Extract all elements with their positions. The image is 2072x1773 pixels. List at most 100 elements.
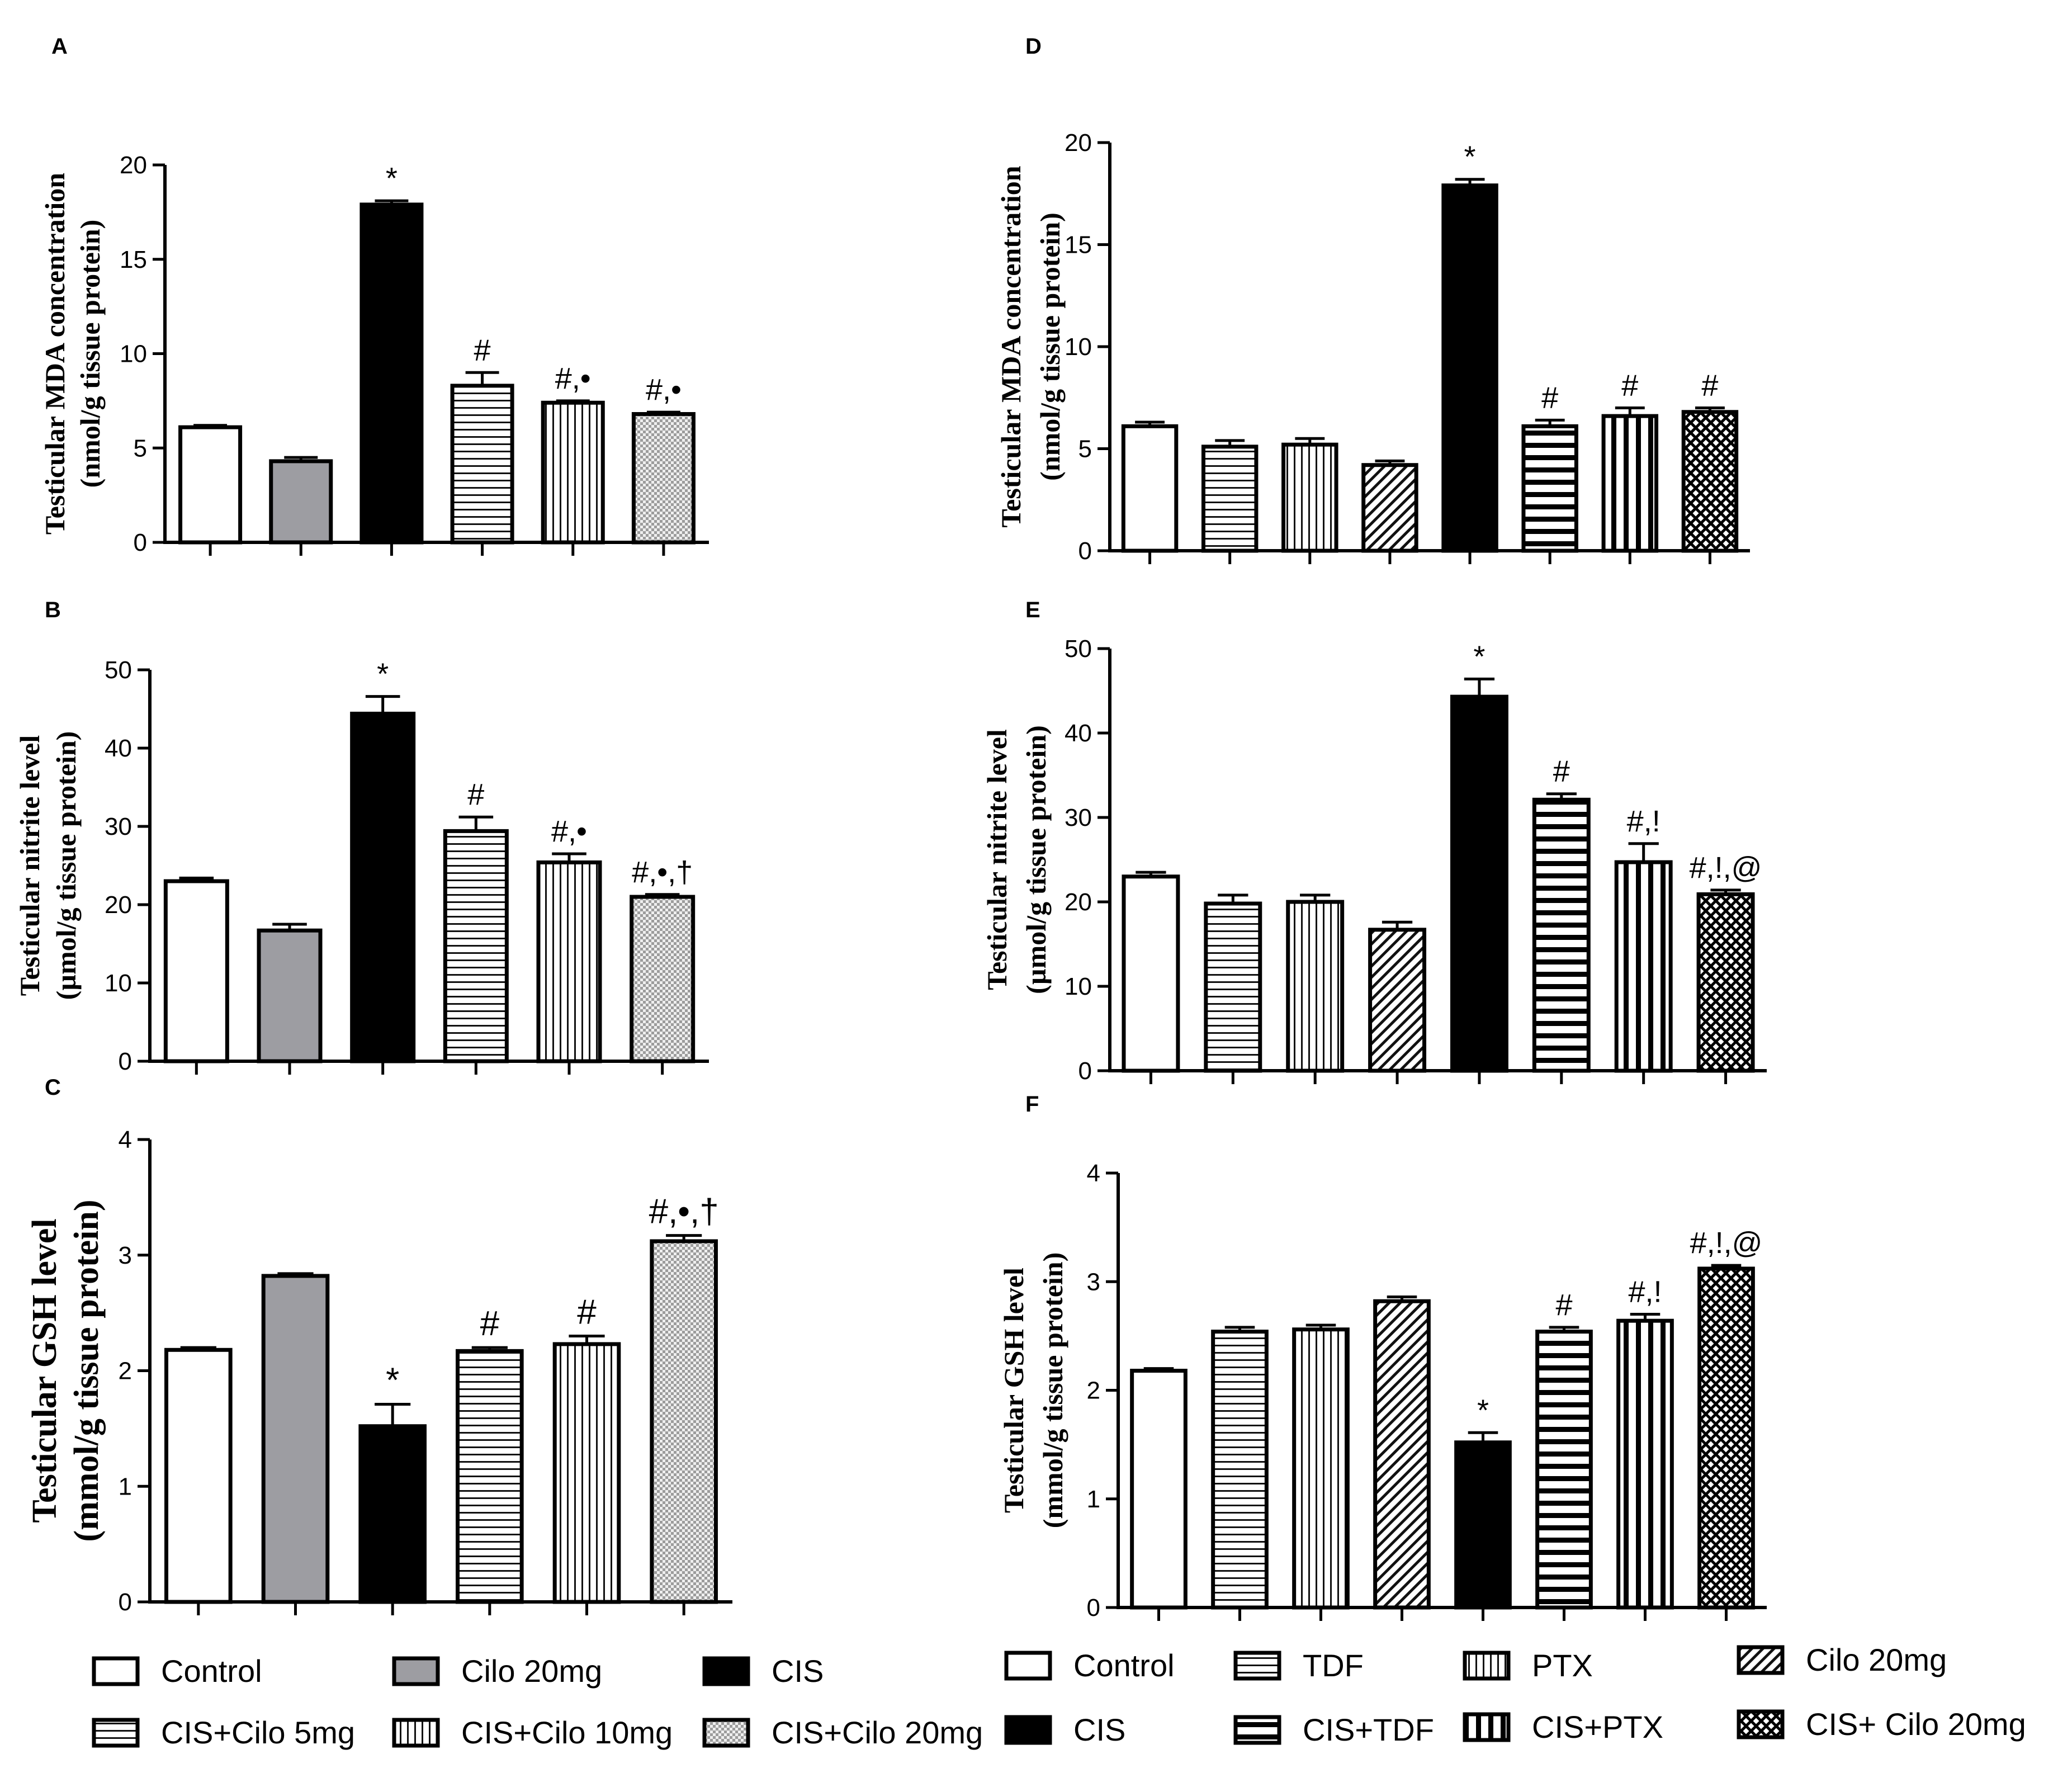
legend-label: Cilo 20mg: [461, 1653, 602, 1689]
bar-ptx: [1286, 900, 1345, 1073]
legend-item: CIS: [702, 1653, 824, 1689]
legend-item: CIS+Cilo 20mg: [702, 1715, 983, 1750]
legend-left: Control Cilo 20mg CIS CIS+Cilo 5mg CIS+Cilo …: [92, 1653, 983, 1750]
y-axis-label-line: (µmol/g tissue protein): [50, 731, 82, 1000]
legend-label: CIS: [1073, 1712, 1125, 1747]
y-tick-label: 0: [119, 1048, 132, 1075]
y-tick-label: 40: [1065, 720, 1092, 747]
bar-cis-ptx: [1616, 1318, 1674, 1610]
y-tick-label: 20: [105, 891, 132, 919]
legend-item: CIS+Cilo 10mg: [392, 1715, 673, 1750]
legend-swatch: [1004, 1651, 1052, 1681]
bar-cis: [1454, 1440, 1512, 1610]
bar-tdf: [1201, 445, 1259, 553]
bar-cilo-20mg: [1361, 463, 1418, 553]
bar-cis-cilo-20mg: [1696, 892, 1755, 1073]
legend-item: Control: [1004, 1648, 1175, 1683]
legend-swatch: [702, 1656, 750, 1686]
significance-annotation: #,!,@: [1690, 1226, 1763, 1260]
legend-label: CIS+Cilo 5mg: [161, 1715, 355, 1750]
bar-cilo-20mg: [257, 928, 323, 1063]
legend-swatch: [1004, 1715, 1052, 1745]
bar-control: [164, 1348, 233, 1604]
bar-ptx: [1281, 442, 1338, 553]
legend-swatch: [392, 1656, 440, 1686]
y-axis-label-line: Testicular MDA concentration: [995, 166, 1026, 527]
panel-e: 0 10 20 30 40 50 Testicular nitrite level (µmol…: [981, 635, 1767, 1085]
significance-annotation: #,!: [1628, 1275, 1662, 1309]
bar-cis-cilo-20mg: [630, 895, 696, 1063]
bar-control: [1121, 424, 1179, 553]
y-axis-label-line: (nmol/g tissue protein): [1034, 212, 1066, 481]
bar-cis: [350, 711, 416, 1063]
y-tick-label: 15: [1065, 231, 1092, 259]
y-tick-label: 0: [1087, 1594, 1100, 1621]
panel-letter-a: A: [51, 34, 68, 59]
y-tick-label: 5: [134, 434, 147, 462]
legend-label: PTX: [1532, 1648, 1593, 1683]
significance-annotation: *: [386, 162, 398, 195]
significance-annotation: *: [1464, 140, 1476, 174]
significance-annotation: #,!: [1627, 805, 1661, 838]
y-tick-label: 4: [1087, 1160, 1100, 1187]
bar-cis-cilo-20mg: [1681, 410, 1739, 553]
significance-annotation: #,•: [551, 815, 587, 848]
y-axis-label-line: (mmol/g tissue protein): [68, 1200, 106, 1542]
significance-annotation: #: [1541, 381, 1558, 414]
bar-cilo-20mg: [261, 1274, 330, 1604]
bar-control: [1122, 874, 1180, 1073]
legend-swatch: [1463, 1712, 1511, 1742]
legend-item: Cilo 20mg: [392, 1653, 602, 1689]
legend-item: CIS+ Cilo 20mg: [1737, 1706, 2026, 1742]
legend-swatch: [702, 1718, 750, 1748]
y-tick-label: 30: [1065, 804, 1092, 831]
significance-annotation: #: [480, 1304, 500, 1343]
significance-annotation: #: [1555, 1288, 1572, 1322]
legend-item: CIS: [1004, 1712, 1125, 1747]
panel-letter-d: D: [1025, 34, 1042, 59]
y-tick-label: 2: [119, 1358, 132, 1385]
bar-control: [163, 879, 229, 1063]
panel-d: 0 5 10 15 20 Testicular MDA concentration (nmo…: [995, 129, 1750, 565]
legend-label: CIS: [772, 1653, 824, 1689]
legend-label: CIS+ Cilo 20mg: [1806, 1706, 2026, 1742]
bar-tdf: [1204, 901, 1262, 1073]
bar-cis-cilo-20mg: [650, 1239, 718, 1604]
legend-swatch: [1737, 1709, 1785, 1739]
legend-item: PTX: [1463, 1648, 1593, 1683]
legend-item: CIS+TDF: [1233, 1712, 1434, 1747]
legend-swatch: [92, 1656, 140, 1686]
y-axis-label-line: (mmol/g tissue protein): [1037, 1252, 1068, 1528]
legend-label: TDF: [1303, 1648, 1364, 1683]
y-axis-label-line: Testicular nitrite level: [981, 729, 1013, 990]
panel-a: 0 5 10 15 20 Testicular MDA concentration (nmo…: [39, 152, 709, 556]
y-tick-label: 10: [1065, 973, 1092, 1000]
legend-swatch: [1233, 1715, 1281, 1745]
bar-cis-cilo-10mg: [552, 1342, 621, 1604]
significance-annotation: #,•: [555, 362, 591, 395]
bar-cis-tdf: [1532, 797, 1591, 1073]
legend-swatch: [1737, 1645, 1785, 1675]
significance-annotation: #: [467, 778, 484, 811]
legend-swatch: [92, 1718, 140, 1748]
bar-cis-cilo-10mg: [541, 400, 605, 545]
bar-control: [178, 425, 243, 545]
bar-cis: [1441, 183, 1498, 553]
y-tick-label: 30: [105, 813, 132, 840]
significance-annotation: #,!,@: [1690, 851, 1762, 885]
significance-annotation: #,•,†: [649, 1193, 719, 1231]
panel-letter-e: E: [1025, 598, 1040, 622]
legend-label: CIS+TDF: [1303, 1712, 1434, 1747]
y-tick-label: 0: [119, 1588, 132, 1616]
legend-swatch: [1233, 1651, 1281, 1681]
panel-letter-f: F: [1025, 1092, 1039, 1117]
legend-item: CIS+PTX: [1463, 1709, 1663, 1744]
legend-item: CIS+Cilo 5mg: [92, 1715, 355, 1750]
y-tick-label: 1: [1087, 1486, 1100, 1513]
bar-cis-ptx: [1614, 860, 1673, 1073]
legend-item: Cilo 20mg: [1737, 1642, 1947, 1677]
legend-label: CIS+PTX: [1532, 1709, 1663, 1744]
y-tick-label: 0: [134, 529, 147, 556]
y-tick-label: 3: [119, 1242, 132, 1269]
